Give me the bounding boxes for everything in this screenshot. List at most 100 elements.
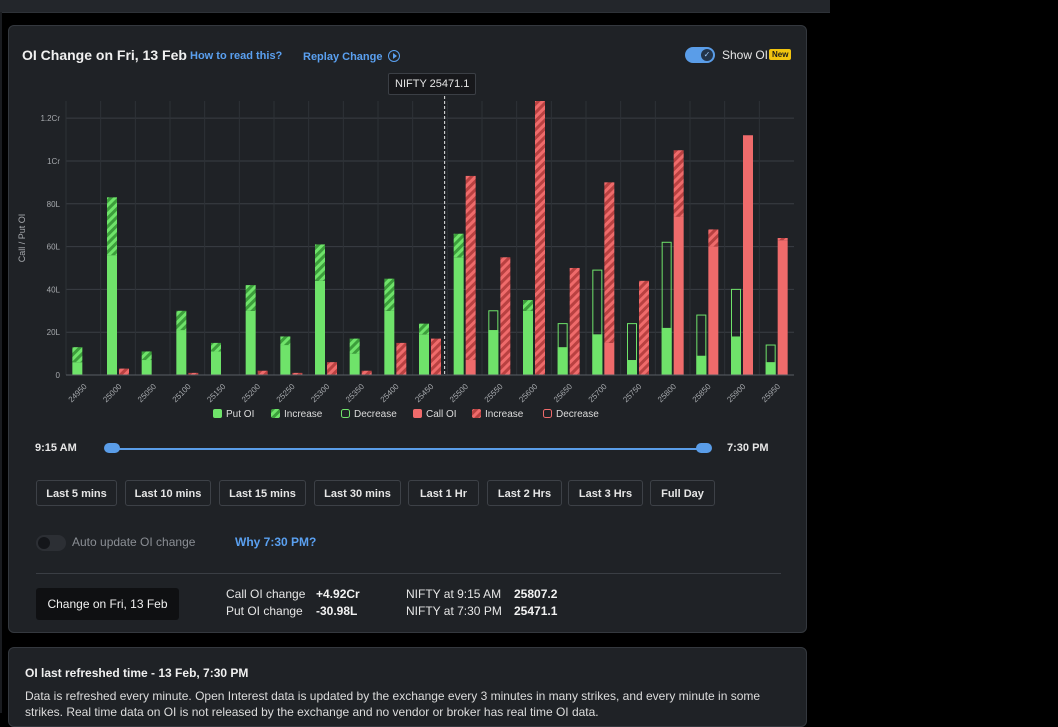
put-increase-bar [107, 197, 117, 256]
call-increase-bar [361, 370, 372, 375]
call-increase-bar [604, 182, 615, 343]
put-increase-bar [141, 351, 152, 361]
put-oi-bar [176, 330, 187, 375]
call-oi-bar [465, 360, 476, 375]
put-oi-bar [245, 310, 256, 375]
x-tick-label: 25300 [309, 382, 331, 404]
how-to-read-link[interactable]: How to read this? [190, 50, 283, 62]
put-increase-bar [176, 310, 187, 331]
x-tick-label: 25600 [517, 382, 539, 404]
put-increase-bar [419, 323, 429, 335]
call-increase-bar [500, 257, 511, 375]
page-title: OI Change on Fri, 13 Feb [22, 47, 187, 63]
range-button[interactable]: Last 5 mins [36, 480, 117, 506]
nifty-start-label: NIFTY at 9:15 AM [406, 587, 502, 601]
put-oi-bar [627, 360, 637, 375]
nifty-end-value: 25471.1 [514, 604, 558, 618]
x-tick-label: 25500 [448, 382, 470, 404]
range-button[interactable]: Last 10 mins [125, 480, 211, 506]
x-tick-label: 25550 [483, 382, 505, 404]
call-oi-change-label: Call OI change [226, 587, 306, 601]
oi-change-card: OI Change on Fri, 13 Feb How to read thi… [8, 25, 807, 633]
range-button[interactable]: Last 30 mins [314, 480, 401, 506]
slider-start-label: 9:15 AM [35, 442, 77, 454]
call-increase-bar [119, 368, 129, 375]
put-increase-bar [315, 244, 325, 281]
put-oi-bar [419, 334, 429, 375]
call-oi-change-value: +4.92Cr [316, 587, 360, 601]
y-tick-label: 20L [47, 328, 61, 337]
put-increase-bar [349, 338, 360, 354]
put-oi-bar [315, 280, 325, 375]
slider-end-label: 7:30 PM [727, 442, 769, 454]
call-increase-bar [431, 338, 441, 375]
refresh-title: OI last refreshed time - 13 Feb, 7:30 PM [25, 666, 249, 680]
nifty-start-value: 25807.2 [514, 587, 558, 601]
new-badge: New [769, 49, 792, 60]
legend-swatch-put-decrease [341, 409, 350, 418]
range-button[interactable]: Full Day [650, 480, 715, 506]
legend-swatch-call-increase [472, 409, 481, 418]
x-tick-label: 25200 [240, 382, 262, 404]
x-tick-label: 25000 [101, 382, 123, 404]
nifty-end-label: NIFTY at 7:30 PM [406, 604, 502, 618]
range-button[interactable]: Last 2 Hrs [487, 480, 562, 506]
replay-change-label: Replay Change [303, 51, 383, 63]
time-slider-track[interactable] [112, 448, 704, 450]
call-increase-bar [188, 372, 199, 375]
legend-label: Increase [485, 409, 524, 420]
toggle-knob [38, 537, 50, 549]
show-oi-toggle[interactable]: ✓ [685, 47, 715, 63]
put-oi-bar [107, 255, 117, 375]
put-oi-bar [280, 345, 291, 375]
x-tick-label: 25800 [656, 382, 678, 404]
slider-end-handle[interactable] [696, 443, 712, 453]
legend-label: Increase [284, 409, 323, 420]
x-tick-label: 25450 [413, 382, 435, 404]
oi-chart: 0 20L 40L 60L 80L 1Cr 1.2Cr Call / Put OI 24950 2… [17, 96, 794, 420]
put-oi-bar [592, 334, 603, 375]
range-button[interactable]: Last 1 Hr [408, 480, 479, 506]
legend-label: Decrease [354, 409, 397, 420]
legend-swatch-call-oi [413, 409, 422, 418]
call-oi-bar [673, 216, 684, 375]
y-tick-label: 40L [47, 285, 61, 294]
range-button[interactable]: Last 15 mins [219, 480, 306, 506]
x-tick-label: 25950 [760, 382, 782, 404]
put-increase-bar [211, 342, 221, 352]
put-oi-bar [349, 353, 360, 375]
y-tick-label: 1.2Cr [40, 114, 60, 123]
range-button[interactable]: Last 3 Hrs [568, 480, 643, 506]
put-oi-change-label: Put OI change [226, 604, 303, 618]
x-tick-label: 25150 [205, 382, 227, 404]
slider-start-handle[interactable] [104, 443, 120, 453]
auto-update-toggle[interactable] [36, 535, 66, 551]
call-increase-bar [569, 267, 580, 375]
call-oi-bar [604, 342, 615, 375]
put-increase-bar [523, 300, 533, 311]
put-oi-bar [72, 362, 83, 375]
put-oi-bar [661, 327, 672, 375]
x-tick-label: 25050 [136, 382, 158, 404]
why-730-link[interactable]: Why 7:30 PM? [235, 535, 317, 549]
legend-label: Put OI [226, 409, 254, 420]
put-increase-bar [72, 347, 83, 363]
put-oi-bar [765, 362, 776, 375]
put-increase-bar [280, 336, 291, 346]
refresh-info-card: OI last refreshed time - 13 Feb, 7:30 PM… [8, 647, 807, 727]
call-increase-bar [292, 372, 303, 375]
call-increase-bar [327, 362, 337, 375]
legend-swatch-put-oi [213, 409, 222, 418]
x-tick-label: 25900 [725, 382, 747, 404]
y-tick-label: 0 [56, 371, 61, 380]
legend-swatch-call-decrease [543, 409, 552, 418]
put-increase-bar [453, 233, 464, 258]
put-oi-bar [488, 330, 499, 375]
call-oi-bar [743, 135, 753, 375]
check-icon: ✓ [701, 49, 713, 61]
put-increase-bar [245, 285, 256, 311]
call-increase-bar [639, 280, 649, 375]
x-tick-label: 25650 [552, 382, 574, 404]
change-on-date-button[interactable]: Change on Fri, 13 Feb [36, 588, 179, 620]
replay-change-link[interactable]: Replay Change [303, 50, 401, 63]
